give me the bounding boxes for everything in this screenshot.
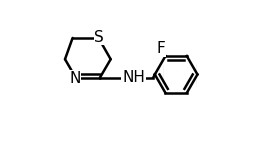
Text: NH: NH [122, 70, 145, 85]
Text: F: F [156, 41, 165, 56]
Text: S: S [94, 30, 104, 45]
Text: N: N [69, 71, 81, 86]
